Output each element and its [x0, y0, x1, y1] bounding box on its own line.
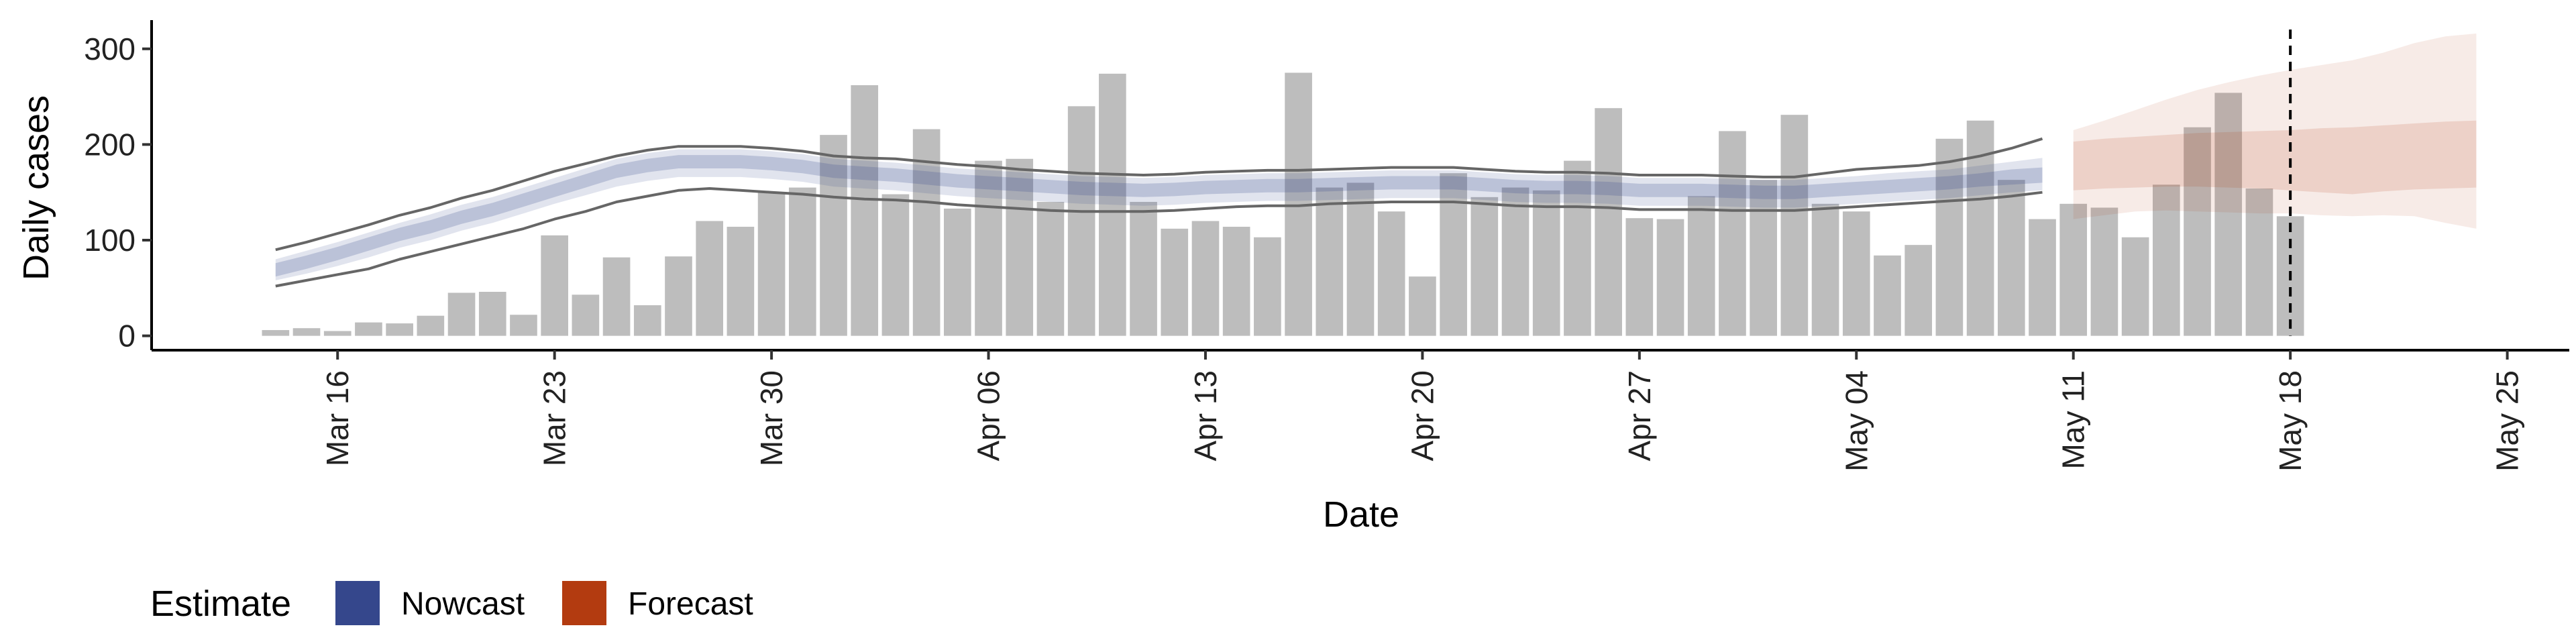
bar	[1842, 211, 1870, 336]
bar	[1130, 201, 1157, 336]
legend-key-forecast	[562, 581, 606, 625]
bar	[323, 331, 352, 336]
x-tick-label: Mar 16	[320, 370, 355, 466]
bar	[665, 256, 692, 336]
bar	[1997, 180, 2025, 336]
bar	[633, 305, 661, 336]
forecast-outer-band	[2073, 34, 2477, 229]
bar	[2121, 237, 2149, 336]
bar	[727, 227, 755, 336]
bar	[1780, 115, 1809, 336]
bar	[541, 235, 568, 336]
bar	[2184, 127, 2211, 336]
bar	[355, 322, 382, 336]
x-tick-label: Apr 20	[1405, 370, 1440, 462]
bar	[788, 187, 816, 336]
nowcast-outer-band	[275, 149, 2043, 280]
legend-title: Estimate	[150, 584, 291, 624]
y-tick-label: 0	[118, 319, 136, 354]
bars-layer	[262, 72, 2304, 336]
x-tick-label: Apr 06	[971, 370, 1006, 462]
bar	[1564, 160, 1591, 336]
x-tick-label: Apr 13	[1188, 370, 1223, 462]
bar	[292, 328, 321, 336]
y-tick-label: 100	[84, 223, 136, 258]
bar	[510, 315, 537, 336]
bar	[881, 194, 910, 336]
bar	[1377, 211, 1405, 336]
x-tick-label: Mar 23	[537, 370, 572, 466]
bar	[417, 315, 445, 336]
y-axis-title: Daily cases	[16, 95, 56, 280]
bar	[1656, 219, 1684, 336]
bar	[1750, 180, 1777, 336]
x-tick-label: May 04	[1839, 370, 1874, 472]
forecast-inner-band	[2073, 120, 2477, 195]
bar	[1036, 201, 1065, 336]
bar	[757, 192, 786, 336]
bar	[2059, 203, 2088, 336]
bar	[1222, 227, 1250, 336]
bar	[944, 208, 971, 336]
bar	[1006, 158, 1034, 336]
bar	[1191, 221, 1220, 336]
x-axis-title: Date	[1323, 494, 1399, 535]
bar	[1811, 203, 1839, 336]
bar	[1316, 187, 1344, 336]
bar	[1161, 228, 1189, 336]
bar	[1440, 173, 1467, 336]
bar	[447, 292, 476, 336]
bar	[1470, 197, 1499, 336]
bar	[1687, 196, 1715, 336]
nowcast-lower-line	[275, 187, 2043, 288]
bar	[851, 85, 879, 336]
bar	[1501, 187, 1529, 336]
bar	[1409, 276, 1436, 336]
bar	[820, 135, 847, 336]
x-tick-label: Apr 27	[1622, 370, 1657, 462]
bar	[2029, 219, 2056, 336]
bar	[975, 160, 1002, 336]
bar	[262, 330, 290, 336]
legend-label-nowcast: Nowcast	[401, 586, 525, 622]
bar	[478, 292, 506, 336]
legend-label-forecast: Forecast	[628, 586, 753, 622]
bar	[2090, 207, 2118, 336]
legend-key-nowcast	[335, 581, 380, 625]
bar	[1595, 108, 1622, 336]
bar	[1067, 106, 1095, 336]
axes-layer: 0 100 200 300 Mar 16 Mar 23 Mar 30 Apr 06 Apr 13…	[84, 20, 2569, 472]
bar	[1346, 182, 1375, 336]
bar	[1719, 131, 1746, 336]
bar	[1935, 138, 1964, 336]
bar	[572, 294, 600, 336]
x-tick-label: May 25	[2490, 370, 2525, 472]
bar	[1099, 73, 1126, 336]
y-tick-label: 300	[84, 32, 136, 66]
x-tick-label: May 11	[2056, 370, 2091, 469]
legend: Estimate Nowcast Forecast	[150, 581, 753, 625]
bar	[1904, 245, 1933, 336]
bar	[1254, 237, 1281, 336]
y-tick-label: 200	[84, 127, 136, 162]
x-tick-label: Mar 30	[754, 370, 789, 466]
ribbons-layer	[275, 34, 2477, 280]
bar	[1625, 218, 1654, 336]
bar	[2214, 93, 2243, 336]
nowcast-upper-line	[275, 137, 2043, 252]
x-tick-label: May 18	[2273, 370, 2308, 472]
bar	[602, 257, 631, 336]
bar	[2153, 184, 2180, 336]
bar	[1532, 190, 1560, 336]
bar	[386, 323, 413, 336]
bar	[2245, 188, 2273, 336]
lines-layer	[275, 137, 2043, 288]
nowcast-inner-band	[275, 155, 2043, 277]
bar	[696, 221, 724, 336]
bar	[1874, 255, 1901, 336]
